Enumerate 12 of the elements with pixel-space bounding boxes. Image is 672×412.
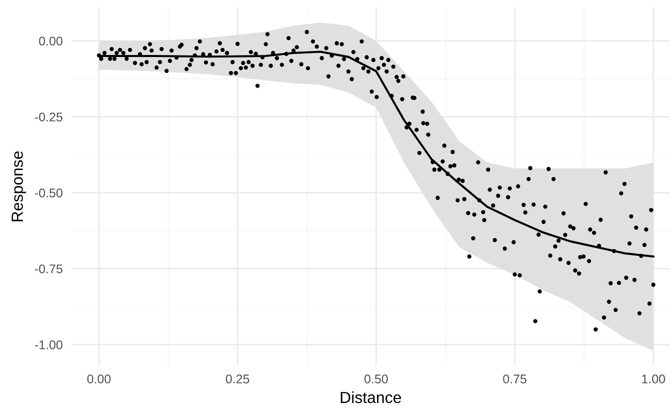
x-tick-label: 0.25 bbox=[226, 374, 250, 384]
y-tick-label: -1.00 bbox=[34, 340, 62, 350]
x-tick-label: 0.00 bbox=[87, 374, 111, 384]
x-tick-label: 0.50 bbox=[364, 374, 388, 384]
x-tick-label: 0.75 bbox=[503, 374, 526, 384]
y-axis-title: Response bbox=[12, 151, 26, 222]
x-axis-title: Distance bbox=[340, 391, 401, 404]
y-tick-label: -0.50 bbox=[34, 188, 62, 198]
y-tick-label: -0.25 bbox=[34, 112, 62, 122]
x-tick-label: 1.00 bbox=[642, 374, 666, 384]
y-tick-label: 0.00 bbox=[39, 36, 62, 46]
y-tick-label: -0.75 bbox=[34, 264, 62, 274]
